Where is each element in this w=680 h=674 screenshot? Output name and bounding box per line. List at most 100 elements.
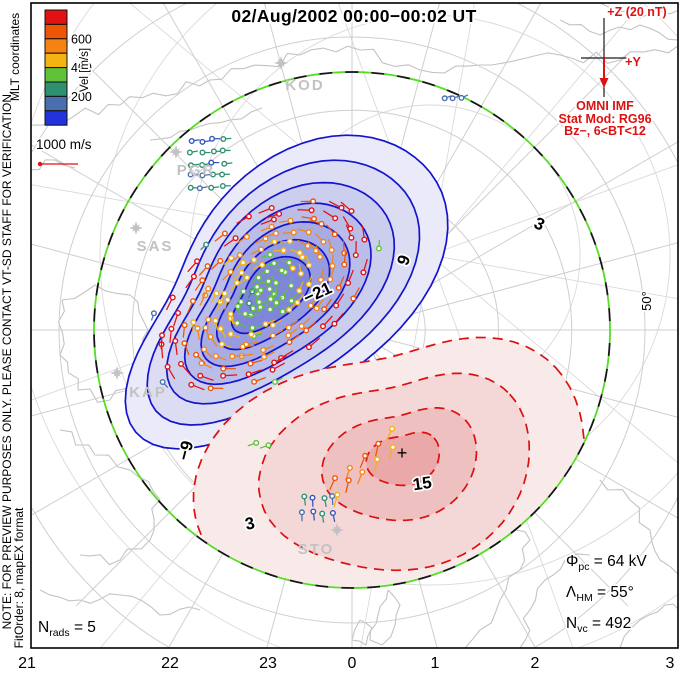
velocity-vector: [188, 137, 200, 144]
velocity-vector: [247, 439, 260, 447]
velocity-vector: [309, 494, 316, 507]
contour-label: 15: [412, 473, 433, 494]
velocity-vector: [208, 184, 220, 191]
radar-station-kod: KOD: [274, 56, 324, 94]
reference-vector-label: 1000 m/s: [36, 137, 92, 152]
velocity-vector: [285, 328, 298, 339]
imf-indicator: +Z (20 nT) +Y OMNI IMF Stat Mod: RG96 Bz…: [557, 3, 669, 140]
velocity-vector: [301, 493, 308, 506]
velocity-vector: [305, 337, 321, 351]
velocity-vector: [298, 263, 305, 277]
velocity-vector: [187, 171, 199, 178]
note-mlt-coordinates: MLT coordinates: [8, 13, 22, 101]
station-label: STO: [298, 541, 335, 558]
velocity-vector: [329, 510, 336, 523]
mlt-axis-label: 1: [431, 655, 440, 672]
colorbar-segment: [44, 81, 68, 97]
velocity-vector: [224, 296, 231, 310]
station-label: KAP: [129, 384, 167, 401]
velocity-vector: [319, 510, 326, 523]
velocity-vector: [286, 302, 297, 313]
velocity-vector: [198, 263, 211, 276]
coastline: [619, 603, 678, 648]
velocity-vector: [251, 376, 267, 385]
radar-station-sto: STO: [298, 523, 344, 558]
station-marker-icon: [172, 148, 180, 156]
velocity-vector: [158, 332, 165, 350]
velocity-vector: [251, 274, 262, 283]
velocity-vector: [164, 363, 176, 380]
velocity-vector: [219, 171, 231, 178]
velocity-vector: [227, 331, 241, 339]
velocity-vector: [449, 95, 460, 102]
velocity-vector: [331, 312, 344, 327]
station-label: KOD: [285, 77, 324, 94]
velocity-vector: [186, 149, 198, 156]
velocity-vector: [310, 508, 317, 521]
coastline: [351, 619, 373, 646]
velocity-vector: [282, 229, 297, 236]
velocity-vector: [328, 200, 345, 211]
velocity-vector: [239, 343, 255, 350]
station-marker-icon: [132, 224, 140, 232]
velocity-vector: [361, 225, 368, 243]
velocity-vector: [220, 365, 236, 372]
velocity-vector: [321, 495, 328, 508]
colorbar-segment: [44, 52, 68, 69]
velocity-vector: [340, 201, 355, 215]
potential-contours-layer: [124, 134, 585, 587]
velocity-vector: [322, 210, 339, 222]
velocity-vector: [188, 381, 205, 391]
velocity-vector: [221, 160, 233, 167]
velocity-vector: [208, 159, 220, 166]
coastline: [559, 19, 678, 41]
velocity-vector: [185, 273, 197, 289]
velocity-vector: [223, 255, 235, 266]
velocity-vector: [270, 275, 280, 286]
velocity-vector: [247, 359, 263, 367]
coastline: [59, 429, 161, 566]
mlt-axis-label: 2: [531, 655, 540, 672]
velocity-vector: [201, 346, 213, 359]
velocity-vector: [234, 259, 247, 270]
velocity-vector: [273, 247, 287, 254]
velocity-vector: [297, 228, 312, 236]
velocity-vector: [329, 254, 336, 270]
velocity-vector: [220, 135, 232, 142]
radar-station-kap: KAP: [110, 366, 167, 401]
contour-label: 3: [531, 213, 548, 234]
velocity-vector: [335, 276, 345, 291]
velocity-vector: [298, 317, 311, 330]
velocity-vector: [165, 294, 176, 311]
velocity-vector: [265, 260, 278, 267]
velocity-vector: [309, 219, 325, 227]
velocity-vector: [341, 240, 348, 257]
coastline: [369, 589, 401, 646]
velocity-vector: [258, 204, 275, 214]
velocity-vector: [285, 319, 299, 331]
radar-stations-layer: KOD PGR SAS KAP STO: [110, 56, 344, 558]
station-marker-icon: [333, 526, 341, 534]
coastline: [31, 45, 678, 126]
velocity-vector: [150, 310, 157, 321]
velocity-vector: [210, 257, 224, 270]
velocity-vector: [223, 235, 239, 247]
note-fitorder: FitOrder: 8, mapEX format: [12, 507, 26, 648]
radar-station-sas: SAS: [129, 221, 171, 255]
velocity-vector: [261, 251, 274, 258]
velocity-vector: [271, 355, 287, 366]
velocity-vector: [234, 303, 241, 315]
velocity-vector: [205, 316, 212, 332]
imf-vector-arrowhead: [599, 78, 609, 88]
velocity-vector: [350, 287, 360, 302]
velocity-vector: [229, 353, 244, 360]
imf-condition-label: Bz−, 6<BT<12: [564, 124, 646, 138]
velocity-vector: [199, 149, 211, 156]
velocity-vector: [259, 442, 272, 449]
velocity-vector: [219, 290, 228, 303]
velocity-vector: [286, 334, 300, 346]
mlt-axis-label: 0: [348, 655, 357, 672]
velocity-vector: [264, 238, 278, 246]
velocity-vector: [199, 138, 211, 145]
